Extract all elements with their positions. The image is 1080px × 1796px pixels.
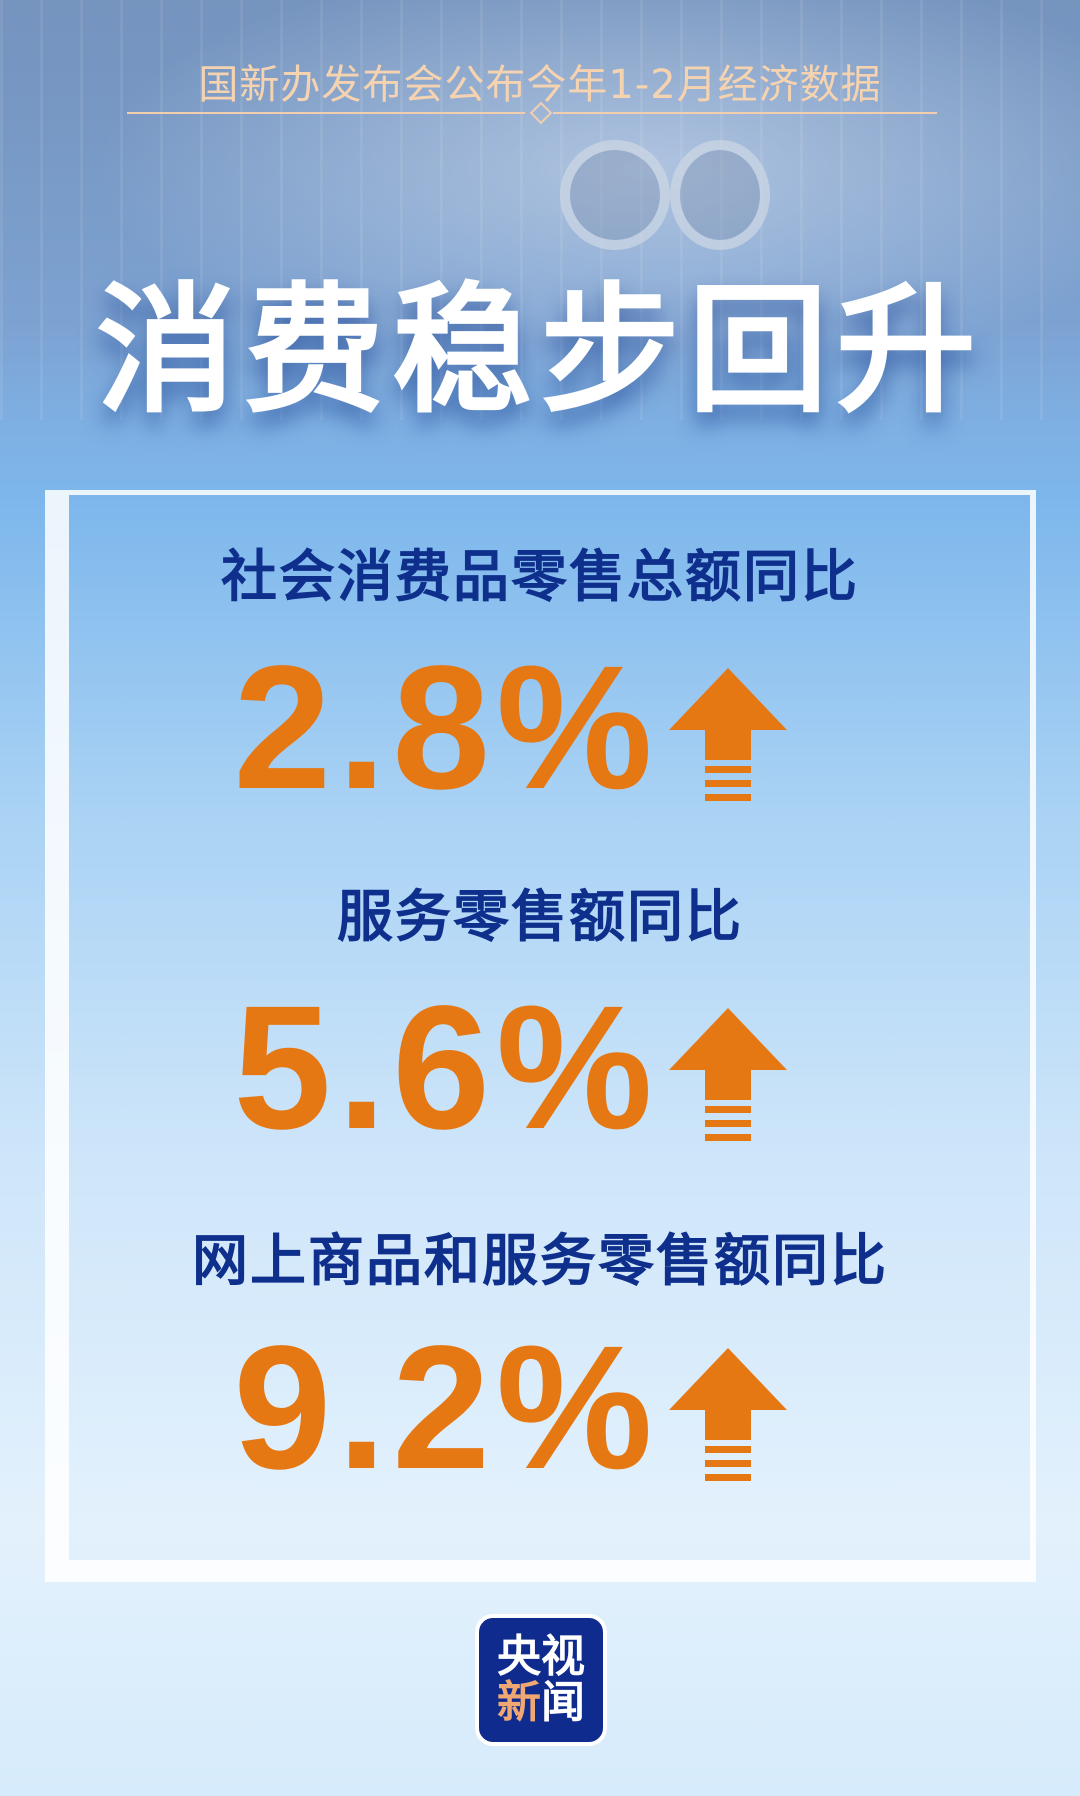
subtitle: 国新办发布会公布今年1-2月经济数据 [198,62,882,108]
stat-value: 5.6% [233,970,659,1166]
stat-label: 服务零售额同比 [337,885,743,950]
stats-frame [45,490,1036,1582]
washer-image [670,140,770,250]
up-arrow-icon [668,1348,787,1481]
up-arrow-icon [668,1008,787,1141]
divider-right [553,112,937,114]
stat-label: 网上商品和服务零售额同比 [192,1229,888,1294]
logo-char: 新 [497,1677,541,1728]
up-arrow-icon [668,668,787,801]
stat-label: 社会消费品零售总额同比 [221,545,859,610]
washer-image [560,140,670,250]
stat-value: 2.8% [233,630,659,826]
stat-value-row: 5.6% [0,980,1080,1156]
logo-line2: 新闻 [497,1677,585,1728]
cctv-news-logo: 央视 新闻 [475,1614,607,1746]
stat-value-row: 2.8% [0,640,1080,816]
logo-char: 闻 [541,1677,585,1728]
stat-value-row: 9.2% [0,1320,1080,1496]
stat-value: 9.2% [233,1310,659,1506]
background-photo [0,0,1080,420]
divider-left [127,112,525,114]
page-title: 消费稳步回升 [95,270,984,433]
logo-line1: 央视 [497,1630,585,1682]
